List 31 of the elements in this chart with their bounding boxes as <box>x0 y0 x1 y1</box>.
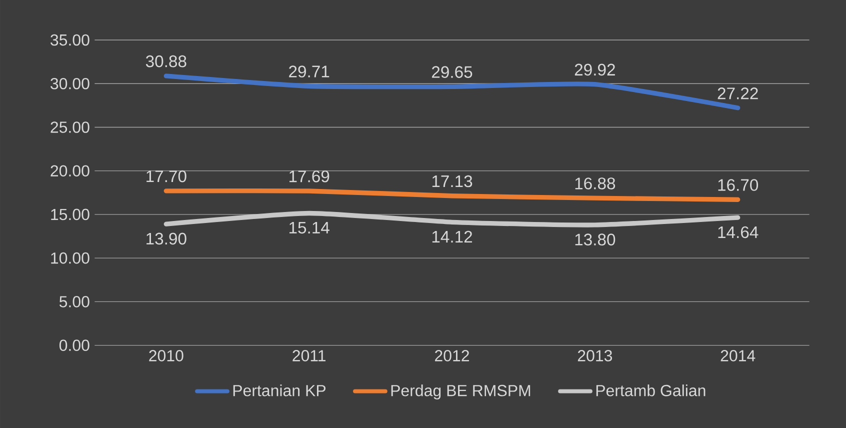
data-label: 14.12 <box>432 230 472 242</box>
y-tick-label: 20.00 <box>50 165 90 176</box>
data-label: 13.90 <box>146 232 186 245</box>
y-tick-label: 25.00 <box>50 122 90 133</box>
y-tick-label: 30.00 <box>50 78 90 90</box>
data-label: 17.70 <box>146 170 186 182</box>
y-tick-label: 5.00 <box>59 296 90 308</box>
data-label: 14.64 <box>718 226 758 238</box>
data-label: 29.71 <box>289 66 330 78</box>
data-label: 16.88 <box>575 178 616 190</box>
legend-label: Pertamb Galian <box>596 384 706 396</box>
data-label: 17.69 <box>289 170 330 182</box>
data-label: 30.88 <box>146 55 186 68</box>
x-tick-label: 2010 <box>149 350 184 362</box>
x-tick-label: 2012 <box>435 350 469 362</box>
y-tick-label: 10.00 <box>51 252 90 264</box>
x-tick-label: 2014 <box>720 350 756 362</box>
y-tick-label: 35.00 <box>50 34 90 46</box>
legend-label: Pertanian KP <box>233 384 326 396</box>
data-label: 27.22 <box>718 88 758 100</box>
y-tick-label: 0.00 <box>59 340 90 351</box>
data-label: 29.92 <box>574 64 615 76</box>
legend-label: Perdag BE RMSPM <box>391 384 530 400</box>
data-label: 13.80 <box>575 234 616 246</box>
data-label: 17.13 <box>432 175 472 188</box>
data-label: 16.70 <box>718 179 758 191</box>
x-tick-label: 2011 <box>292 350 326 362</box>
y-tick-label: 15.00 <box>51 208 90 220</box>
x-tick-label: 2013 <box>578 350 612 362</box>
data-label: 29.65 <box>432 66 472 78</box>
data-label: 15.14 <box>289 222 330 234</box>
